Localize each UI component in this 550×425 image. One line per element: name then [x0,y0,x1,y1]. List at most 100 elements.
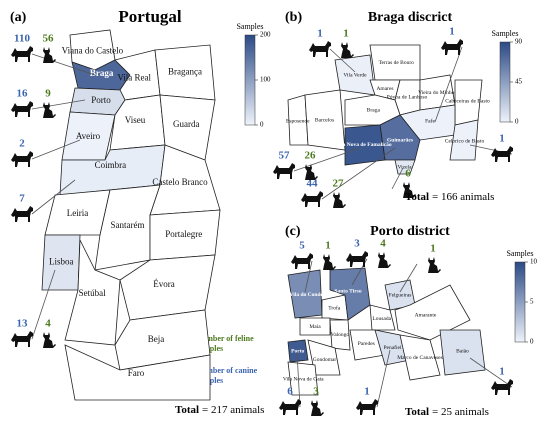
region [449,119,479,161]
dog-icon [301,191,323,207]
dog-icon [11,101,33,117]
leader-line [31,139,81,160]
panel-label: (b) [285,10,302,25]
region [439,329,486,376]
region-label: Porto [291,348,304,354]
cat-icon [43,102,56,118]
canine-count: 1 [317,28,323,40]
feline-count: 4 [45,318,51,330]
region-label: Castelo Branco [152,177,208,187]
cat-icon [378,252,391,268]
leader-line [31,99,86,110]
dog-icon [441,39,463,55]
canine-count: 1 [449,26,455,38]
colorbar [514,261,526,343]
leader-line [31,269,56,340]
region-label: Santo Tirso [334,289,361,295]
region [344,124,386,166]
region-label: Braga [367,107,381,113]
region-label: Faro [128,368,145,378]
canine-count: 16 [17,88,29,100]
dog-icon [273,163,295,179]
region-label: Paredes [358,341,375,347]
region-label: Vila Nova de Famalicão [336,142,392,148]
region-label: Vizela [397,164,412,170]
cat-icon [323,254,336,270]
dog-icon [291,253,313,269]
region [64,344,211,401]
colorbar-tick-label: 10 [530,258,538,266]
colorbar-tick-label: 200 [260,31,271,39]
region-label: Leiria [67,208,89,218]
region-label: Évora [153,279,175,289]
region-label: Guimarães [387,137,413,143]
region-label: Valongo [331,332,350,338]
region-label: Trofa [328,305,341,312]
region-label: Esposende [286,119,310,125]
feline-count: 6 [405,168,411,180]
colorbar-tick-label: 0 [530,338,534,346]
total: Total = 217 animals [175,404,264,416]
region [369,304,396,331]
region-label: Baião [456,349,469,355]
region [329,319,351,351]
total-label: Total [405,191,429,203]
panel-title: Portugal [118,7,182,26]
region-label: Amarante [415,312,437,318]
panel-label: (a) [10,10,27,25]
region-label: Póvoa de Lanhoso [387,94,428,100]
dog-icon [309,41,331,57]
canine-count: 7 [19,193,25,205]
feline-count: 27 [333,178,345,190]
region-label: Barcelos [315,117,334,123]
region-label: Coimbra [95,160,127,170]
feline-count: 26 [305,150,317,162]
panel-label: (c) [285,224,301,239]
region-label: Viseu [125,115,146,125]
region-label: Gondomar [313,357,337,363]
region-label: Penafiel [383,344,401,351]
region-label: Celorico de Basto [445,139,485,145]
colorbar-tick-label: 100 [260,76,271,84]
cat-icon [311,400,324,416]
dog-icon [491,379,513,395]
canine-count: 1 [499,366,505,378]
canine-count: 3 [354,238,360,250]
leader-line [434,46,463,123]
colorbar-tick-label: 45 [515,78,523,86]
total: Total = 166 animals [405,191,494,203]
colorbar-title: Samples [506,249,533,258]
dog-icon [11,151,33,167]
region-label: Setúbal [79,288,106,298]
colorbar [244,34,256,126]
dog-icon [11,46,33,62]
cat-icon [333,192,346,208]
feline-count: 56 [43,33,55,45]
region-label: Vila Verde [343,72,367,78]
feline-count: 1 [325,240,331,252]
region-label: Vila do Conde [290,292,324,298]
colorbar-title: Samples [236,22,263,31]
colorbar-tick-label: 0 [515,118,519,126]
region-label: Viana do Castelo [62,45,124,55]
region-label: Porto [91,95,111,105]
region [119,254,216,321]
region-label: Marco de Canaveses [397,355,443,361]
total-label: Total [175,404,199,416]
feline-count: 3 [313,386,319,398]
dog-icon [11,206,33,222]
leader-line [321,147,396,200]
canine-count: 44 [307,178,319,190]
canine-count: 6 [287,386,293,398]
feline-count: 4 [380,238,386,250]
dog-icon [11,331,33,347]
region-label: Terras de Bouro [379,60,415,66]
colorbar-tick-label: 0 [260,121,264,129]
region [399,334,441,381]
region-label: Santarém [111,220,145,230]
total-text: = 25 animals [432,406,489,418]
leader-line [296,351,301,408]
total-text: = 166 animals [432,191,494,203]
panel-title: Porto district [370,224,450,239]
